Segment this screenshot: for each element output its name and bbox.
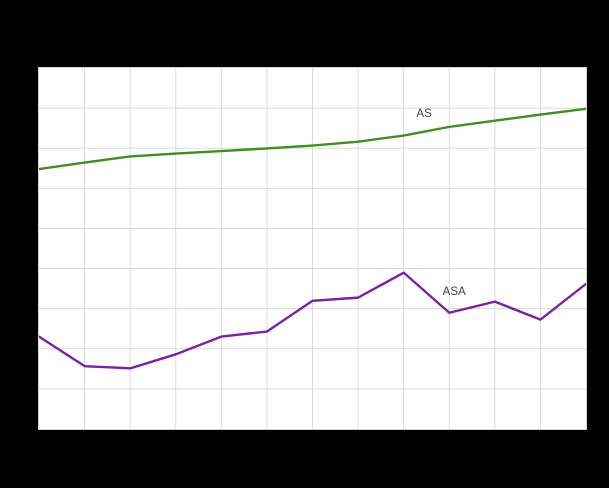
plot-area: AS ASA: [38, 67, 587, 430]
chart-canvas: [39, 68, 586, 429]
